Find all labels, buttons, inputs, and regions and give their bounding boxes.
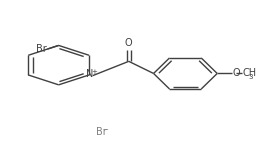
Text: 3: 3 xyxy=(248,73,253,80)
Text: −: − xyxy=(102,127,108,133)
Text: CH: CH xyxy=(243,69,257,78)
Text: O: O xyxy=(233,69,240,78)
Text: N: N xyxy=(86,69,93,79)
Text: Br: Br xyxy=(36,44,47,54)
Text: O: O xyxy=(125,38,133,48)
Text: Br: Br xyxy=(96,127,107,137)
Text: +: + xyxy=(91,69,97,75)
